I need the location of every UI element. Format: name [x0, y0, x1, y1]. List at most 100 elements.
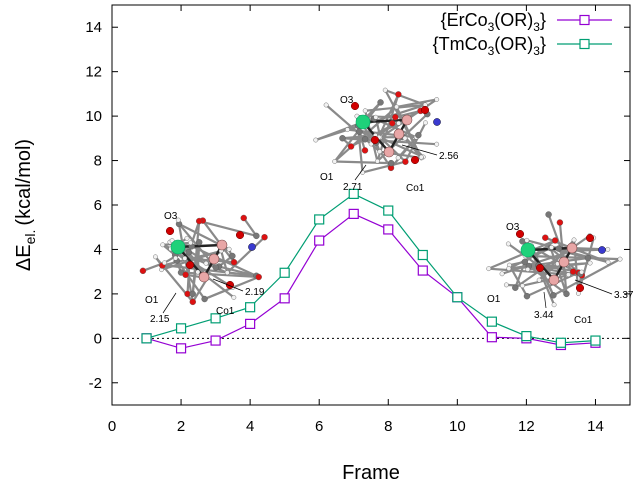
series-1-point	[210, 313, 221, 324]
atom	[323, 102, 329, 108]
atom	[261, 233, 268, 241]
atom	[162, 260, 167, 266]
atom	[434, 97, 440, 102]
nitrogen-atom	[598, 246, 606, 254]
cobalt-atom	[393, 128, 405, 140]
nitrogen-atom	[433, 118, 441, 126]
atom	[542, 234, 549, 241]
atom	[415, 131, 422, 139]
bond	[242, 216, 258, 237]
cobalt-atom	[208, 253, 220, 265]
atom	[521, 258, 529, 266]
atom	[536, 277, 542, 283]
bond	[556, 262, 570, 276]
atom	[160, 242, 166, 248]
bond	[177, 218, 194, 303]
series-0-point	[210, 335, 221, 346]
atom	[189, 298, 196, 306]
atom	[524, 237, 530, 243]
annot-right-line2	[543, 291, 547, 309]
bond-core	[362, 118, 408, 124]
atom	[377, 149, 383, 155]
atom	[549, 244, 554, 250]
plot-frame	[111, 4, 631, 406]
oxygen-atom	[575, 283, 585, 293]
bond	[169, 247, 234, 289]
atom	[434, 141, 440, 147]
y-axis-title: ΔEel.(kcal/mol)	[13, 139, 38, 271]
atom	[182, 271, 189, 279]
annot-right-dist1: 3.37	[614, 290, 634, 301]
annot-mid-dist1: 2.56	[439, 151, 459, 162]
annot-right-line1	[574, 279, 613, 295]
atom	[395, 91, 402, 98]
atom	[605, 246, 611, 252]
atom	[189, 290, 196, 298]
y-tick-label: 10	[85, 108, 102, 125]
oxygen-atom	[235, 230, 245, 240]
x-axis-title: Frame	[342, 462, 400, 484]
series-1-point	[417, 249, 428, 261]
cobalt-atom	[216, 239, 228, 251]
oxygen-atom	[420, 105, 430, 115]
x-tick-label: 6	[315, 418, 323, 435]
molecule-middle	[313, 87, 441, 175]
bond	[361, 160, 407, 174]
atom	[362, 108, 368, 114]
lanthanide-atom	[520, 242, 536, 258]
bond	[333, 105, 398, 163]
series-layer	[141, 188, 601, 354]
atom	[520, 283, 525, 289]
atom	[525, 267, 531, 272]
cobalt-atom	[558, 256, 570, 268]
cobalt-atom	[198, 271, 210, 283]
atom	[556, 219, 564, 226]
annot-mid-co1: Co1	[406, 183, 425, 194]
atom	[153, 254, 158, 260]
y-tick-label: 8	[94, 153, 102, 170]
atom	[392, 113, 399, 121]
annot-left-line2	[162, 292, 177, 314]
atom	[188, 240, 193, 246]
annot-left-co1: Co1	[216, 306, 235, 317]
atom	[231, 295, 237, 300]
series-1-point	[175, 323, 187, 334]
atom	[389, 120, 396, 127]
atom	[394, 104, 399, 110]
atom	[212, 264, 220, 271]
annot-left-line1	[212, 278, 244, 292]
atom	[373, 114, 379, 120]
atom	[512, 284, 519, 291]
series-1-point	[383, 205, 394, 216]
atom	[503, 282, 509, 288]
bond	[507, 246, 553, 270]
series-1-point	[452, 292, 463, 303]
molecule-left	[139, 214, 268, 306]
x-tick-label: 2	[177, 418, 185, 435]
y-axis-ticks: -2 0 2 4 6 8 10 12 14	[85, 19, 630, 392]
atom	[361, 147, 369, 154]
atom	[173, 255, 178, 261]
annot-left-o3: O3	[164, 211, 178, 222]
oxygen-atom	[535, 263, 545, 273]
bond	[198, 219, 258, 237]
atom	[499, 271, 505, 277]
atom	[569, 268, 577, 275]
legend-label-er: {ErCo3(OR)3}	[441, 10, 546, 34]
annot-left-o1: O1	[145, 295, 159, 306]
atom	[345, 127, 350, 133]
series-0-point	[486, 332, 497, 343]
atom	[571, 237, 577, 243]
series-0-point	[279, 293, 290, 304]
x-tick-label: 4	[246, 418, 254, 435]
annot-mid-line1	[401, 144, 438, 156]
annot-mid-line2	[354, 164, 367, 181]
atom	[423, 120, 428, 126]
series-0-point	[383, 224, 394, 235]
atom	[361, 136, 369, 143]
annot-mid-o3: O3	[340, 95, 354, 106]
atom	[563, 290, 570, 298]
atom	[339, 135, 346, 142]
atom	[617, 256, 623, 262]
